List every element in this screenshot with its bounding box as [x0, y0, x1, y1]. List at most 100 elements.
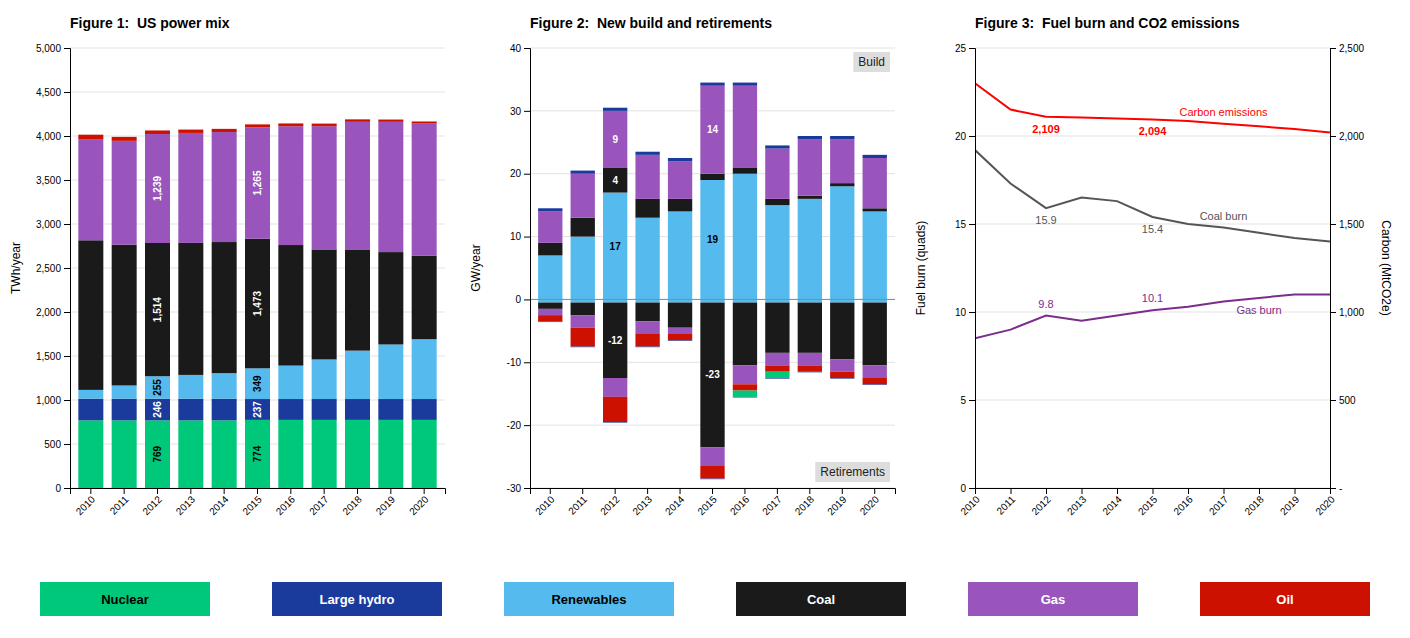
- tick-label: 2016: [274, 493, 298, 517]
- grid-line: [530, 48, 895, 49]
- data-label: 9: [612, 134, 618, 145]
- bar-segment: [78, 240, 103, 390]
- tick-label: 2,500: [1339, 43, 1364, 54]
- tick-label: 2,000: [1339, 131, 1364, 142]
- tick: 2014: [1100, 488, 1124, 517]
- bar-segment: [538, 321, 562, 323]
- bar-segment: [245, 124, 270, 127]
- bar-segment: [178, 399, 203, 421]
- bar-segment: [830, 372, 854, 378]
- grid: [70, 48, 445, 488]
- tick-mark: [64, 180, 70, 181]
- tick-label: 5: [960, 395, 966, 406]
- tick-mark: [524, 362, 530, 363]
- tick-label: 2013: [1065, 493, 1089, 517]
- bar-segment: [245, 420, 270, 488]
- tick: 2017: [307, 488, 331, 517]
- bar-segment: [145, 376, 170, 398]
- tick: 2018: [340, 488, 364, 517]
- bar-segment: [145, 243, 170, 376]
- bar-segment: [571, 174, 595, 218]
- tick: 1,500: [36, 351, 70, 362]
- tick-label: 2014: [663, 493, 687, 517]
- bar-segment: [700, 303, 724, 448]
- tick-mark: [1330, 224, 1336, 225]
- bar-segment: [538, 309, 562, 315]
- bar-segment: [668, 158, 692, 161]
- tick: 0: [960, 483, 975, 494]
- data-label: 1,265: [252, 170, 263, 195]
- tick-mark: [680, 488, 681, 494]
- bar-segment: [245, 127, 270, 238]
- tick-mark: [1082, 488, 1083, 494]
- x-axis: 2010201120122013201420152016201720182019…: [958, 488, 1337, 517]
- tick-mark: [969, 488, 975, 489]
- data-label: -12: [608, 335, 623, 346]
- tick-label: 20: [955, 131, 967, 142]
- bar-segment: [145, 134, 170, 243]
- tick-label: 2020: [407, 493, 431, 517]
- tick-mark: [1011, 488, 1012, 494]
- line-label: Carbon emissions: [1179, 106, 1268, 118]
- grid-line: [530, 299, 895, 300]
- tick-mark: [524, 111, 530, 112]
- data-label: 246: [152, 401, 163, 418]
- tick-mark: [64, 488, 70, 489]
- tick: 2013: [174, 488, 198, 517]
- bar-segment: [112, 385, 137, 398]
- tick-label: 4,500: [36, 87, 61, 98]
- y-axis: 0510152025: [955, 43, 976, 494]
- tick-label: 2016: [1171, 493, 1195, 517]
- x-axis: 2010201120122013201420152016201720182019…: [71, 488, 446, 517]
- bar-segment: [603, 378, 627, 397]
- tick-mark: [842, 488, 843, 494]
- axis-domain: [1331, 49, 1337, 489]
- tick-label: -: [1339, 483, 1342, 494]
- tick-label: 2012: [1029, 493, 1053, 517]
- tick-label: 2012: [598, 493, 622, 517]
- bar-segment: [412, 124, 437, 256]
- line-label: Coal burn: [1200, 210, 1248, 222]
- data-label: 774: [252, 445, 263, 462]
- bar-segment: [312, 126, 337, 249]
- bar-segment: [830, 186, 854, 299]
- bar-segment: [765, 365, 789, 371]
- tick-mark: [1224, 488, 1225, 494]
- tick-mark: [224, 488, 225, 494]
- tick: 10: [510, 231, 530, 242]
- chart-title: Figure 2: New build and retirements: [530, 15, 772, 31]
- tick-label: 10: [510, 231, 522, 242]
- tick: 2010: [958, 488, 982, 517]
- tick-label: 2,500: [36, 263, 61, 274]
- tick-mark: [324, 488, 325, 494]
- legend-item: Large hydro: [272, 582, 442, 616]
- bar-segment: [212, 373, 237, 399]
- line-label: Gas burn: [1236, 304, 1281, 316]
- bar-segment: [412, 256, 437, 340]
- bar-segment: [312, 359, 337, 399]
- bar-segment: [765, 199, 789, 205]
- zero-line: [530, 299, 895, 300]
- bar-segment: [212, 132, 237, 242]
- tick-label: 1,500: [36, 351, 61, 362]
- tick-mark: [809, 488, 810, 494]
- tick-mark: [1330, 136, 1336, 137]
- tick-label: 500: [1339, 395, 1356, 406]
- bar-segment: [112, 399, 137, 421]
- bar-segment: [668, 211, 692, 299]
- tick: 2,500: [1330, 43, 1364, 54]
- bar-segment: [668, 340, 692, 342]
- tick-mark: [64, 312, 70, 313]
- axis-domain: [524, 49, 531, 489]
- tick-mark: [969, 400, 975, 401]
- chart-title: Figure 1: US power mix: [70, 15, 230, 31]
- tick-label: 5,000: [36, 43, 61, 54]
- tick-mark: [647, 488, 648, 494]
- tick: 20: [955, 131, 975, 142]
- bar-segment: [178, 243, 203, 375]
- bar-segment: [538, 208, 562, 211]
- legend-swatch: [736, 582, 906, 616]
- bar-segment: [245, 239, 270, 369]
- tick-label: 15: [955, 219, 967, 230]
- bar-segment: [312, 420, 337, 488]
